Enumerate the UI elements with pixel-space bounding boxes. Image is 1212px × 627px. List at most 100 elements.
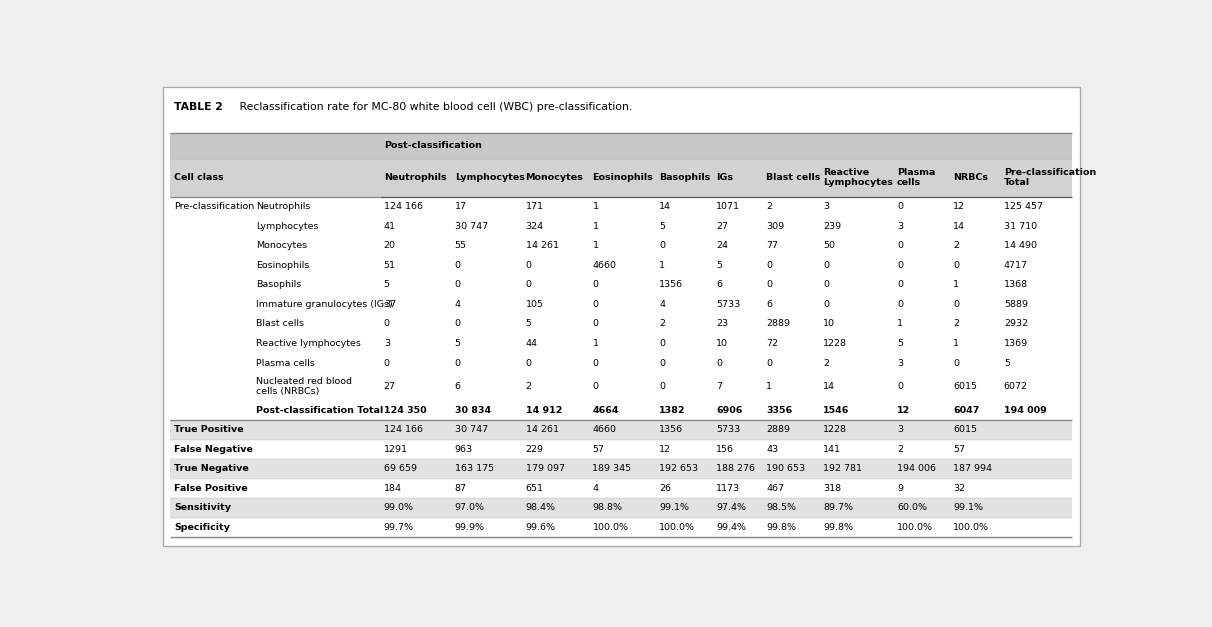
Text: 0: 0 <box>593 382 599 391</box>
Text: 1173: 1173 <box>716 484 741 493</box>
Text: 99.8%: 99.8% <box>766 523 796 532</box>
Text: 57: 57 <box>953 445 965 454</box>
Text: 51: 51 <box>384 261 396 270</box>
FancyBboxPatch shape <box>170 334 1071 353</box>
Text: 0: 0 <box>526 280 532 290</box>
FancyBboxPatch shape <box>170 498 1071 518</box>
Text: 0: 0 <box>454 320 461 329</box>
Text: 4660: 4660 <box>593 425 617 435</box>
Text: 0: 0 <box>593 280 599 290</box>
Text: 124 166: 124 166 <box>384 425 423 435</box>
Text: 100.0%: 100.0% <box>953 523 989 532</box>
Text: 27: 27 <box>716 222 728 231</box>
Text: 60.0%: 60.0% <box>897 503 927 512</box>
Text: 2: 2 <box>766 202 772 211</box>
Text: 4: 4 <box>593 484 599 493</box>
Text: False Positive: False Positive <box>175 484 247 493</box>
Text: 0: 0 <box>593 300 599 309</box>
Text: Nucleated red blood
cells (NRBCs): Nucleated red blood cells (NRBCs) <box>256 377 351 396</box>
Text: 0: 0 <box>454 280 461 290</box>
FancyBboxPatch shape <box>170 216 1071 236</box>
Text: 10: 10 <box>716 339 728 348</box>
Text: 6015: 6015 <box>953 425 977 435</box>
FancyBboxPatch shape <box>170 373 1071 401</box>
Text: 5: 5 <box>1004 359 1010 367</box>
Text: 184: 184 <box>384 484 401 493</box>
FancyBboxPatch shape <box>170 295 1071 314</box>
Text: 1: 1 <box>593 222 599 231</box>
Text: Pre-classification
Total: Pre-classification Total <box>1004 168 1096 187</box>
Text: 6: 6 <box>766 300 772 309</box>
Text: Post-classification Total: Post-classification Total <box>256 406 383 414</box>
Text: 0: 0 <box>593 359 599 367</box>
FancyBboxPatch shape <box>170 197 1071 216</box>
Text: 0: 0 <box>454 261 461 270</box>
Text: 100.0%: 100.0% <box>659 523 696 532</box>
Text: Blast cells: Blast cells <box>256 320 304 329</box>
Text: True Positive: True Positive <box>175 425 244 435</box>
Text: 3: 3 <box>823 202 829 211</box>
Text: 5: 5 <box>659 222 665 231</box>
Text: 0: 0 <box>593 320 599 329</box>
Text: 1: 1 <box>766 382 772 391</box>
FancyBboxPatch shape <box>162 87 1080 546</box>
Text: Cell class: Cell class <box>175 173 224 182</box>
Text: 5: 5 <box>384 280 390 290</box>
Text: Lymphocytes: Lymphocytes <box>256 222 319 231</box>
Text: 141: 141 <box>823 445 841 454</box>
Text: 0: 0 <box>766 261 772 270</box>
Text: 2889: 2889 <box>766 425 790 435</box>
Text: 171: 171 <box>526 202 543 211</box>
Text: 0: 0 <box>823 280 829 290</box>
Text: 194 006: 194 006 <box>897 465 936 473</box>
FancyBboxPatch shape <box>170 314 1071 334</box>
Text: 5889: 5889 <box>1004 300 1028 309</box>
Text: 41: 41 <box>384 222 396 231</box>
Text: 124 166: 124 166 <box>384 202 423 211</box>
Text: 2889: 2889 <box>766 320 790 329</box>
Text: 32: 32 <box>953 484 965 493</box>
Text: 14: 14 <box>823 382 835 391</box>
Text: Basophils: Basophils <box>659 173 710 182</box>
Text: 14 261: 14 261 <box>526 241 559 250</box>
Text: 163 175: 163 175 <box>454 465 493 473</box>
Text: 1: 1 <box>593 202 599 211</box>
Text: Immature granulocytes (IGs): Immature granulocytes (IGs) <box>256 300 393 309</box>
Text: 12: 12 <box>897 406 910 414</box>
Text: 2: 2 <box>953 320 959 329</box>
Text: 105: 105 <box>526 300 543 309</box>
Text: 190 653: 190 653 <box>766 465 805 473</box>
Text: 100.0%: 100.0% <box>897 523 933 532</box>
Text: 1: 1 <box>953 280 959 290</box>
Text: 99.6%: 99.6% <box>526 523 555 532</box>
Text: 194 009: 194 009 <box>1004 406 1047 414</box>
Text: 2: 2 <box>823 359 829 367</box>
Text: 12: 12 <box>659 445 671 454</box>
Text: 324: 324 <box>526 222 544 231</box>
Text: 124 350: 124 350 <box>384 406 427 414</box>
Text: 156: 156 <box>716 445 734 454</box>
Text: 6906: 6906 <box>716 406 743 414</box>
Text: 5733: 5733 <box>716 425 741 435</box>
Text: 5733: 5733 <box>716 300 741 309</box>
Text: 1368: 1368 <box>1004 280 1028 290</box>
Text: 0: 0 <box>766 359 772 367</box>
Text: 97.4%: 97.4% <box>716 503 747 512</box>
Text: 37: 37 <box>384 300 396 309</box>
Text: 77: 77 <box>766 241 778 250</box>
Text: Reclassification rate for MC-80 white blood cell (WBC) pre-classification.: Reclassification rate for MC-80 white bl… <box>229 102 631 112</box>
Text: 467: 467 <box>766 484 784 493</box>
Text: 0: 0 <box>953 300 959 309</box>
Text: 1071: 1071 <box>716 202 741 211</box>
Text: 0: 0 <box>953 261 959 270</box>
FancyBboxPatch shape <box>170 518 1071 537</box>
Text: 229: 229 <box>526 445 543 454</box>
Text: 0: 0 <box>897 382 903 391</box>
Text: True Negative: True Negative <box>175 465 248 473</box>
Text: 0: 0 <box>526 261 532 270</box>
Text: Pre-classification: Pre-classification <box>175 202 255 211</box>
Text: 89.7%: 89.7% <box>823 503 853 512</box>
Text: Plasma
cells: Plasma cells <box>897 168 936 187</box>
Text: 44: 44 <box>526 339 538 348</box>
Text: 3356: 3356 <box>766 406 793 414</box>
